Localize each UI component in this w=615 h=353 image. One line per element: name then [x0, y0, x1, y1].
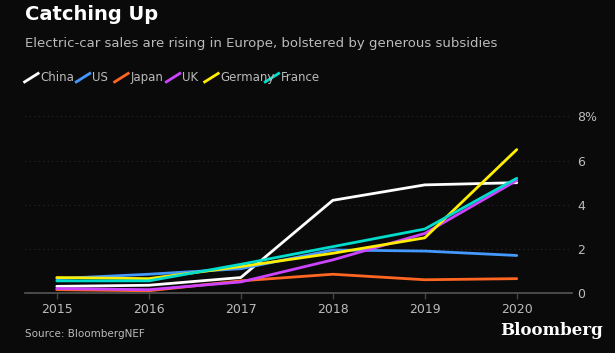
Text: France: France — [281, 71, 320, 84]
Text: US: US — [92, 71, 108, 84]
Text: China: China — [41, 71, 74, 84]
Text: Japan: Japan — [130, 71, 164, 84]
Text: Electric-car sales are rising in Europe, bolstered by generous subsidies: Electric-car sales are rising in Europe,… — [25, 37, 497, 50]
Text: Source: BloombergNEF: Source: BloombergNEF — [25, 329, 145, 339]
Text: Germany: Germany — [221, 71, 275, 84]
Text: UK: UK — [182, 71, 199, 84]
Text: Catching Up: Catching Up — [25, 5, 157, 24]
Text: Bloomberg: Bloomberg — [500, 322, 603, 339]
